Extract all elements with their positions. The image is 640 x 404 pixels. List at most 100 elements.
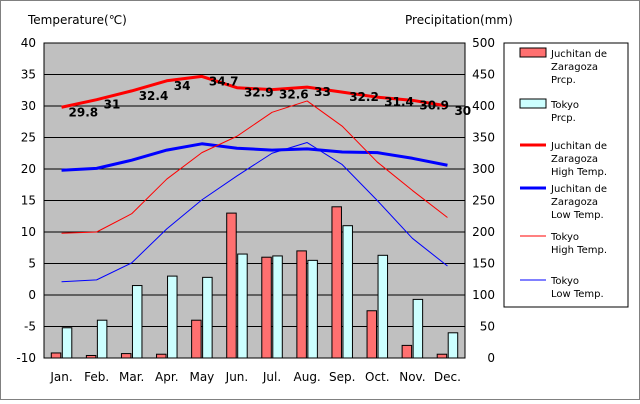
left-tick-label: 5 [28, 257, 36, 271]
legend-label: Prcp. [551, 113, 576, 124]
high-temp-data-labels: 29.8 31 32.4 34 34.7 32.9 32.6 33 32.2 31.4 30.9 30 [69, 74, 472, 119]
left-tick-label: -10 [16, 351, 36, 365]
temp-line [61, 142, 448, 283]
legend-label: Prcp. [551, 75, 576, 86]
precip-bar [261, 256, 272, 359]
right-tick-label: 150 [472, 257, 495, 271]
temp-line [61, 74, 448, 109]
precip-bar [342, 225, 353, 359]
x-tick-label: Jun. [225, 370, 249, 384]
data-label: 31 [104, 98, 121, 112]
legend-label: Juchitan de [550, 141, 607, 152]
data-label: 32.2 [349, 90, 379, 104]
precip-bar [272, 255, 283, 359]
right-tick-label: 450 [472, 68, 495, 82]
left-tick-label: 35 [21, 68, 36, 82]
data-label: 32.6 [279, 88, 309, 102]
right-tick-label: 300 [472, 162, 495, 176]
legend-label: Juchitan de [550, 49, 607, 60]
left-tick-label: 0 [28, 288, 36, 302]
legend-label: Low Temp. [551, 210, 604, 221]
left-tick-label: 25 [21, 131, 36, 145]
right-tick-label: 50 [480, 320, 495, 334]
left-axis-title: Temperature(℃) [27, 13, 127, 27]
precip-bar [377, 254, 389, 359]
x-tick-label: Jul. [262, 370, 281, 384]
precip-bar [447, 332, 459, 359]
precip-bar [61, 327, 73, 359]
precip-bar [436, 353, 448, 359]
precip-bar [167, 275, 178, 359]
precip-bar [191, 319, 202, 359]
x-tick-label: Aug. [294, 370, 321, 384]
data-label: 32.4 [139, 89, 169, 103]
legend-box [503, 42, 629, 308]
precip-bar [226, 212, 237, 359]
right-tick-label: 500 [472, 36, 495, 50]
legend-label: Zaragoza [551, 154, 598, 165]
left-tick-label: 20 [21, 162, 36, 176]
data-label: 30.9 [419, 98, 449, 112]
x-tick-label: Sep. [329, 370, 355, 384]
data-label: 29.8 [69, 105, 99, 119]
precip-bar [202, 276, 213, 359]
x-tick-label: Mar. [119, 370, 144, 384]
left-tick-label: 40 [21, 36, 36, 50]
legend: Juchitan de Zaragoza Prcp. Tokyo Prcp. Juchit… [503, 42, 629, 308]
left-tick-label: -5 [24, 320, 36, 334]
temp-line [61, 142, 448, 172]
legend-label: Low Temp. [551, 289, 604, 300]
legend-swatch [519, 47, 547, 58]
data-label: 34.7 [209, 74, 239, 88]
x-tick-label: Apr. [155, 370, 178, 384]
legend-label: Tokyo [550, 232, 579, 243]
precip-bar [366, 310, 378, 359]
data-label: 30 [454, 104, 471, 118]
precipitation-bars [50, 206, 459, 359]
legend-label: High Temp. [551, 167, 607, 178]
x-tick-label: Feb. [84, 370, 109, 384]
left-tick-label: 10 [21, 225, 36, 239]
precip-bar [307, 259, 318, 359]
legend-label: Zaragoza [551, 62, 598, 73]
precip-bar [96, 319, 108, 359]
legend-label: Zaragoza [551, 197, 598, 208]
plot-frame [43, 42, 466, 359]
precip-bar [412, 298, 424, 359]
x-axis-ticks: Jan. Feb. Mar. Apr. May Jun. Jul. Aug. Sep. Oct. N… [49, 370, 461, 384]
data-label: 34 [174, 79, 191, 93]
right-tick-label: 100 [472, 288, 495, 302]
precip-bar [401, 344, 413, 359]
x-tick-label: Jan. [49, 370, 72, 384]
right-tick-label: 0 [487, 351, 495, 365]
legend-label: Tokyo [550, 276, 579, 287]
precip-bar [120, 353, 132, 359]
right-axis-ticks: 0 50 100 150 200 250 300 350 400 450 500 [472, 36, 495, 365]
legend-swatch [519, 98, 547, 109]
precip-bar [50, 352, 62, 359]
left-tick-label: 15 [21, 194, 36, 208]
right-tick-label: 400 [472, 99, 495, 113]
legend-label: High Temp. [551, 245, 607, 256]
data-label: 33 [314, 85, 331, 99]
left-axis-ticks: -10 -5 0 5 10 15 20 25 30 35 40 [16, 36, 36, 365]
right-tick-label: 250 [472, 194, 495, 208]
x-tick-label: Oct. [365, 370, 390, 384]
precip-bar [331, 206, 342, 359]
x-tick-label: Nov. [399, 370, 425, 384]
legend-label: Juchitan de [550, 184, 607, 195]
right-tick-label: 350 [472, 131, 495, 145]
left-tick-label: 30 [21, 99, 36, 113]
x-tick-label: Dec. [434, 370, 461, 384]
data-label: 31.4 [384, 95, 414, 109]
temp-line [61, 100, 448, 234]
precip-bar [237, 253, 248, 359]
precip-bar [296, 250, 307, 359]
data-label: 32.9 [244, 86, 274, 100]
precip-bar [156, 353, 167, 359]
temperature-lines [61, 74, 448, 283]
precip-bar [131, 285, 143, 359]
legend-label: Tokyo [550, 100, 579, 111]
right-axis-title: Precipitation(mm) [405, 13, 513, 27]
